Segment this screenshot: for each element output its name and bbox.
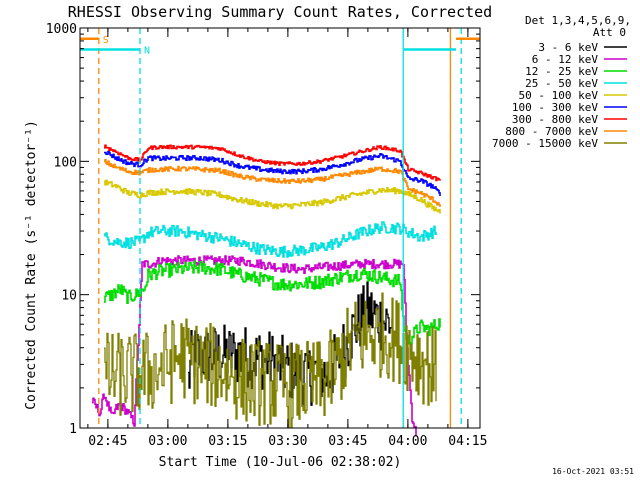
series-line-1 bbox=[188, 281, 393, 407]
series-line-9 bbox=[104, 292, 437, 429]
series-line-3 bbox=[104, 260, 441, 345]
y-axis-label: Corrected Count Rate (s⁻¹ detector⁻¹) bbox=[24, 120, 39, 410]
series-line-6 bbox=[104, 150, 441, 197]
y-tick-label: 100 bbox=[54, 155, 77, 170]
legend-header-line-2: Att 0 bbox=[593, 26, 626, 39]
legend-label-1: 3 - 6 keV bbox=[538, 41, 598, 54]
legend-label-9: 7000 - 15000 keV bbox=[492, 137, 598, 150]
legend-label-4: 25 - 50 keV bbox=[525, 77, 598, 90]
legend-label-8: 800 - 7000 keV bbox=[505, 125, 598, 138]
plot-frame bbox=[79, 27, 481, 429]
attenuator-marker-layer: SN bbox=[80, 28, 480, 428]
series-line-7 bbox=[104, 144, 441, 182]
chart-title: RHESSI Observing Summary Count Rates, Co… bbox=[68, 3, 492, 21]
y-tick-label: 10 bbox=[61, 289, 77, 304]
attenuator-label-N: N bbox=[144, 45, 150, 56]
series-line-8 bbox=[104, 158, 441, 207]
x-axis-label: Start Time (10-Jul-06 02:38:02) bbox=[159, 455, 402, 470]
y-tick-label: 1000 bbox=[46, 22, 77, 37]
attenuator-label-S: S bbox=[103, 35, 109, 46]
axes: 1 10 100 1000 02:45 03:00 03:15 03:30 03:45 04:00… bbox=[46, 22, 488, 449]
x-tick-label: 03:15 bbox=[208, 434, 247, 449]
legend-label-5: 50 - 100 keV bbox=[519, 89, 599, 102]
x-tick-label: 03:45 bbox=[328, 434, 367, 449]
legend-label-3: 12 - 25 keV bbox=[525, 65, 598, 78]
series-layer bbox=[92, 144, 441, 437]
legend-header-line-1: Det 1,3,4,5,6,9, bbox=[525, 14, 631, 27]
series-line-2 bbox=[92, 255, 417, 437]
legend-label-6: 100 - 300 keV bbox=[512, 101, 598, 114]
x-tick-label: 02:45 bbox=[88, 434, 127, 449]
legend-label-7: 300 - 800 keV bbox=[512, 113, 598, 126]
series-line-4 bbox=[104, 221, 437, 258]
x-tick-label: 03:30 bbox=[268, 434, 307, 449]
x-tick-label: 03:00 bbox=[148, 434, 187, 449]
legend-label-2: 6 - 12 keV bbox=[532, 53, 599, 66]
series-line-5 bbox=[104, 179, 441, 214]
x-tick-label: 04:00 bbox=[388, 434, 427, 449]
x-tick-label: 04:15 bbox=[448, 434, 487, 449]
y-tick-label: 1 bbox=[69, 422, 77, 437]
timestamp: 16-Oct-2021 03:51 bbox=[552, 467, 634, 476]
